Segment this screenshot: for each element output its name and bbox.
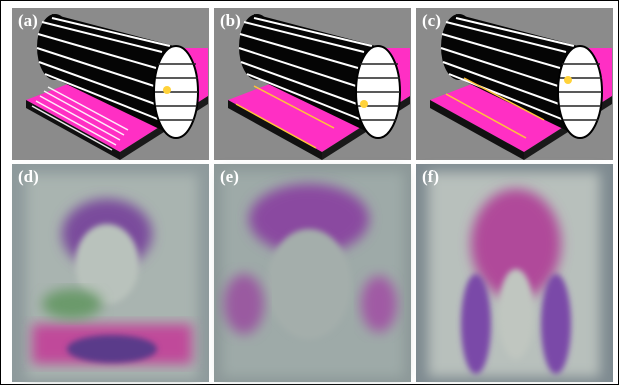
render-panel: (a) <box>12 8 209 160</box>
photo-panel: (e) <box>214 164 411 382</box>
figure: (a) (b) (c) (d) (e) <box>0 0 619 385</box>
panel-label: (e) <box>220 167 239 186</box>
photo-panel: (d) <box>12 164 209 382</box>
panel-label: (c) <box>422 11 441 30</box>
render-panel: (c) <box>416 8 613 160</box>
panel-label: (d) <box>18 167 39 186</box>
panel-label: (b) <box>220 11 241 30</box>
panel-label: (f) <box>422 167 439 186</box>
panel-label: (a) <box>18 11 38 30</box>
render-panel: (b) <box>214 8 411 160</box>
photo-panel: (f) <box>416 164 613 382</box>
